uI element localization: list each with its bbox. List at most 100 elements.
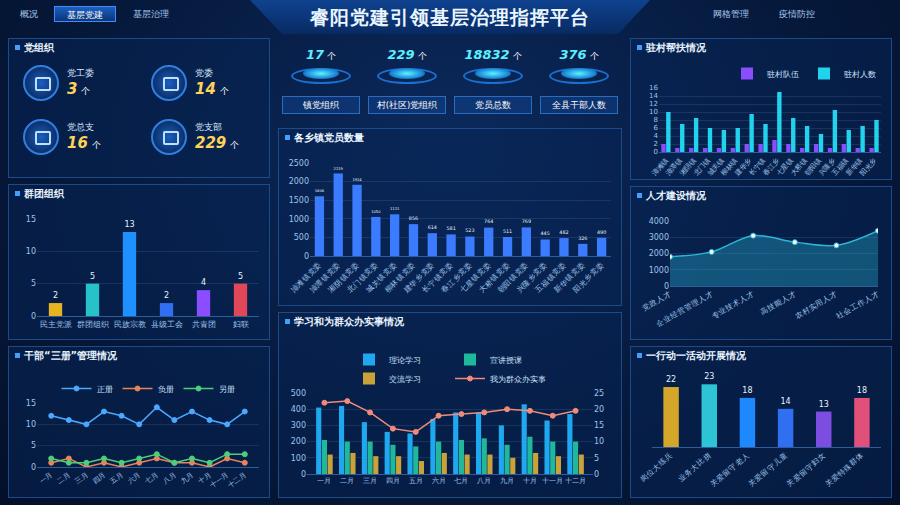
svg-text:1121: 1121: [390, 207, 399, 211]
svg-text:0: 0: [304, 252, 309, 261]
svg-text:5: 5: [90, 272, 95, 281]
svg-text:长宁镇: 长宁镇: [748, 156, 768, 177]
svg-text:柳林镇党委: 柳林镇党委: [383, 260, 418, 295]
svg-text:14: 14: [649, 92, 658, 100]
svg-text:15: 15: [26, 215, 36, 224]
svg-text:0: 0: [31, 463, 36, 472]
svg-text:城关镇: 城关镇: [705, 156, 725, 178]
svg-text:10: 10: [26, 420, 36, 429]
svg-text:2500: 2500: [289, 159, 309, 168]
svg-text:柳林镇: 柳林镇: [720, 156, 740, 177]
svg-text:1000: 1000: [649, 266, 669, 275]
svg-text:0: 0: [301, 470, 306, 479]
svg-text:13: 13: [819, 400, 829, 409]
svg-text:五月: 五月: [409, 477, 423, 485]
svg-text:新华镇党委: 新华镇党委: [552, 260, 587, 295]
svg-text:湘阴镇: 湘阴镇: [678, 156, 698, 177]
svg-text:十一月: 十一月: [209, 471, 231, 490]
svg-text:建华乡: 建华乡: [733, 156, 753, 178]
svg-text:4000: 4000: [649, 217, 669, 226]
svg-text:驻村队伍: 驻村队伍: [767, 70, 799, 79]
svg-text:六月: 六月: [126, 471, 142, 486]
svg-text:482: 482: [559, 229, 568, 235]
svg-text:民族宗教: 民族宗教: [114, 320, 146, 329]
svg-text:3000: 3000: [649, 233, 669, 242]
svg-text:14: 14: [780, 397, 790, 406]
svg-text:二月: 二月: [340, 477, 354, 485]
svg-text:20: 20: [594, 405, 604, 414]
svg-text:23: 23: [704, 372, 714, 381]
svg-text:12: 12: [649, 100, 658, 108]
svg-text:驻村人数: 驻村人数: [844, 70, 876, 79]
svg-text:856: 856: [409, 215, 418, 221]
svg-text:七月: 七月: [454, 477, 468, 485]
svg-text:关爱留守老人: 关爱留守老人: [709, 451, 752, 489]
svg-text:1914: 1914: [352, 178, 362, 182]
svg-text:100: 100: [291, 454, 306, 463]
svg-text:宣讲授课: 宣讲授课: [490, 356, 522, 365]
svg-text:400: 400: [291, 405, 306, 414]
svg-text:北门镇党委: 北门镇党委: [345, 260, 380, 295]
svg-text:九月: 九月: [500, 477, 514, 485]
svg-text:高技能人才: 高技能人才: [759, 289, 798, 317]
svg-text:九月: 九月: [179, 471, 195, 486]
svg-text:三月: 三月: [74, 471, 90, 486]
svg-text:城关镇党委: 城关镇党委: [363, 260, 398, 295]
svg-text:兴隆乡: 兴隆乡: [817, 156, 837, 177]
svg-text:十月: 十月: [197, 471, 213, 486]
svg-text:我为群众办实事: 我为群众办实事: [490, 375, 546, 384]
svg-text:10: 10: [26, 247, 36, 256]
svg-text:关爱留守妇女: 关爱留守妇女: [785, 451, 828, 489]
svg-text:15: 15: [26, 399, 36, 408]
svg-text:500: 500: [291, 389, 306, 398]
svg-text:511: 511: [503, 228, 512, 234]
svg-text:523: 523: [465, 227, 474, 233]
svg-text:300: 300: [291, 421, 306, 430]
svg-text:社会工作人才: 社会工作人才: [835, 289, 881, 321]
svg-text:十二月: 十二月: [565, 477, 586, 485]
svg-text:5: 5: [31, 441, 36, 450]
svg-text:一月: 一月: [38, 471, 54, 486]
svg-text:五福镇: 五福镇: [831, 156, 851, 177]
svg-text:漳潭镇: 漳潭镇: [664, 156, 684, 177]
svg-text:22: 22: [666, 375, 676, 384]
svg-text:交流学习: 交流学习: [389, 375, 421, 384]
svg-text:2: 2: [164, 291, 169, 300]
svg-text:4: 4: [654, 132, 659, 140]
svg-text:七星镇党委: 七星镇党委: [458, 260, 493, 295]
svg-text:十二月: 十二月: [226, 471, 248, 490]
svg-text:关爱特殊群体: 关爱特殊群体: [823, 451, 866, 489]
svg-text:湘阴镇党委: 湘阴镇党委: [326, 260, 361, 295]
svg-text:4: 4: [201, 278, 206, 287]
svg-text:2000: 2000: [289, 177, 309, 186]
svg-text:10: 10: [594, 437, 604, 446]
svg-text:大桥镇党委: 大桥镇党委: [477, 260, 512, 295]
svg-text:1500: 1500: [289, 196, 309, 205]
svg-text:1000: 1000: [289, 215, 309, 224]
svg-text:妇联: 妇联: [233, 320, 249, 329]
svg-text:八月: 八月: [161, 471, 177, 486]
svg-text:七月: 七月: [144, 471, 160, 486]
svg-text:建华乡党委: 建华乡党委: [401, 260, 436, 295]
svg-text:18: 18: [857, 386, 867, 395]
svg-text:业务大比拼: 业务大比拼: [677, 451, 713, 484]
svg-text:民主党派: 民主党派: [40, 320, 72, 329]
svg-text:2: 2: [654, 140, 658, 148]
svg-text:764: 764: [484, 218, 493, 224]
svg-text:漳潭镇党委: 漳潭镇党委: [308, 260, 343, 295]
svg-text:党政人才: 党政人才: [641, 289, 673, 313]
svg-text:专业技术人才: 专业技术人才: [710, 289, 756, 321]
svg-text:1050: 1050: [371, 210, 381, 214]
svg-text:四月: 四月: [386, 477, 400, 485]
svg-text:三月: 三月: [363, 477, 377, 485]
svg-text:理论学习: 理论学习: [389, 356, 421, 365]
svg-text:5: 5: [31, 279, 36, 288]
svg-text:阳光乡: 阳光乡: [859, 156, 879, 177]
svg-text:农村实用人才: 农村实用人才: [793, 289, 839, 321]
svg-text:1606: 1606: [315, 189, 325, 193]
svg-text:八月: 八月: [477, 477, 491, 485]
svg-text:阳光乡党委: 阳光乡党委: [571, 260, 606, 295]
svg-text:五福镇党委: 五福镇党委: [533, 260, 568, 295]
svg-text:另册: 另册: [219, 385, 235, 394]
svg-text:新华镇: 新华镇: [845, 156, 865, 177]
